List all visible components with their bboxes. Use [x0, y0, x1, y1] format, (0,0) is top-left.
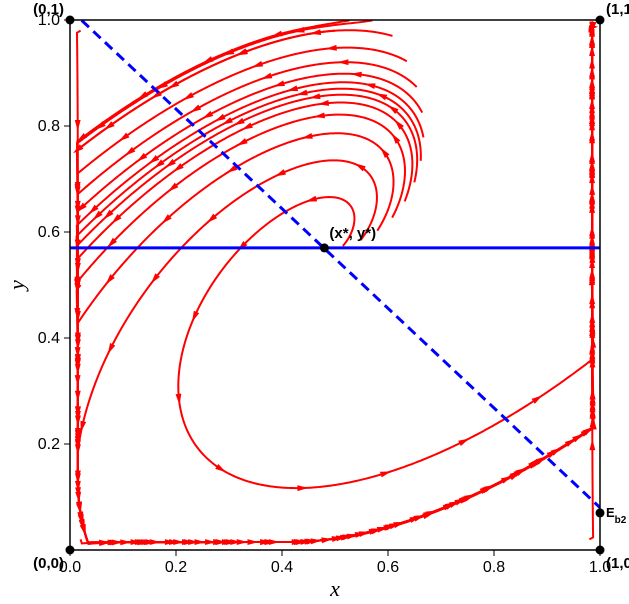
- corner-point: [66, 546, 75, 555]
- stream-arrowhead: [380, 471, 391, 477]
- streamline: [77, 27, 593, 543]
- nullclines-group: [70, 9, 600, 507]
- corner-point: [596, 16, 605, 25]
- streamline: [78, 27, 593, 543]
- stream-arrowhead: [183, 92, 194, 100]
- equilibria-group: (x*, y*) Eb2: [320, 225, 627, 526]
- stream-arrowhead: [306, 196, 317, 202]
- y-tick-label: 0.2: [38, 436, 60, 453]
- y-axis-label: y: [4, 280, 29, 292]
- stream-arrowhead: [237, 138, 248, 146]
- stream-arrowhead: [302, 133, 313, 139]
- corner-label: (1,1): [606, 1, 629, 18]
- x-tick-label: 0.4: [271, 559, 293, 576]
- stream-arrowhead: [275, 169, 286, 176]
- y-tick-label: 0.4: [38, 330, 60, 347]
- streamline: [78, 27, 593, 544]
- stream-arrowhead: [337, 59, 348, 65]
- stream-arrowhead: [393, 522, 404, 528]
- corner-label: (0,0): [33, 555, 64, 572]
- streamline: [77, 27, 593, 544]
- stream-arrowhead: [261, 73, 272, 79]
- y-tick-label: 0.8: [38, 118, 60, 135]
- stream-arrowhead: [532, 395, 543, 403]
- stream-arrowhead: [80, 421, 86, 432]
- streamline: [77, 27, 593, 544]
- streamline: [77, 27, 593, 543]
- stream-arrowhead: [589, 184, 595, 195]
- x-axis-label: x: [329, 576, 340, 601]
- stream-arrowhead: [75, 375, 81, 386]
- stream-arrowhead: [392, 133, 401, 144]
- stream-arrowhead: [381, 148, 390, 158]
- stream-arrowhead: [589, 439, 595, 450]
- equilibrium-label: Eb2: [606, 505, 627, 526]
- y-ticks: 0.20.40.60.81.0: [38, 12, 70, 453]
- stream-arrowhead: [75, 120, 81, 131]
- streamline: [77, 27, 593, 544]
- streamline: [77, 27, 593, 543]
- stream-arrowhead: [458, 438, 469, 446]
- stream-arrowhead: [364, 83, 375, 89]
- streamline: [335, 26, 594, 540]
- phase-portrait-svg: 0.00.20.40.60.81.0 0.20.40.60.81.0 x y (…: [0, 0, 629, 604]
- stream-arrowhead: [108, 343, 116, 354]
- stream-arrowhead: [192, 311, 199, 322]
- stream-arrowhead: [190, 105, 201, 113]
- stream-arrowhead: [274, 80, 285, 86]
- streamline: [81, 27, 593, 544]
- stream-arrowhead: [176, 394, 182, 405]
- stream-arrowhead: [297, 485, 308, 491]
- equilibrium-point: [596, 508, 605, 517]
- stream-arrowhead: [202, 111, 213, 119]
- corner-point: [66, 16, 75, 25]
- corner-label: (0,1): [33, 1, 64, 18]
- stream-arrowhead: [242, 122, 253, 129]
- streamline: [77, 27, 593, 544]
- streamline: [78, 27, 593, 543]
- streamline: [78, 27, 593, 543]
- stream-arrowhead: [252, 61, 263, 67]
- x-tick-label: 0.6: [377, 559, 399, 576]
- streamlines-group: [73, 0, 597, 546]
- stream-arrowhead: [271, 31, 282, 37]
- streamline: [78, 33, 593, 542]
- y-tick-label: 0.6: [38, 224, 60, 241]
- corner-label: (1,0): [606, 555, 629, 572]
- stream-arrowhead: [215, 114, 226, 122]
- x-tick-label: 0.8: [483, 559, 505, 576]
- stream-arrowhead: [287, 85, 298, 91]
- stream-arrowhead: [202, 56, 213, 63]
- equilibrium-label: (x*, y*): [329, 225, 376, 242]
- corner-point: [596, 546, 605, 555]
- nullcline: [70, 9, 600, 507]
- streamline: [77, 27, 593, 543]
- streamline: [77, 26, 593, 543]
- equilibrium-point: [320, 243, 329, 252]
- stream-arrowhead: [376, 93, 387, 100]
- x-tick-label: 0.2: [165, 559, 187, 576]
- stream-arrowhead: [296, 90, 307, 96]
- x-ticks: 0.00.20.40.60.81.0: [59, 550, 611, 576]
